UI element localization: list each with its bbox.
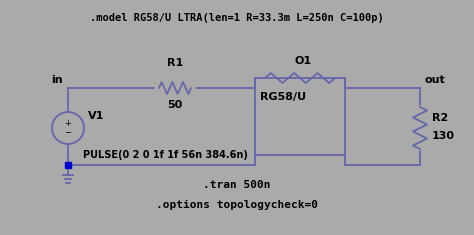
Text: out: out [425,75,446,85]
Text: R2: R2 [432,113,448,123]
Text: 50: 50 [167,100,182,110]
Bar [255,78,345,155]
Text: .tran 500n: .tran 500n [203,180,271,190]
Text: +: + [64,118,72,128]
Text: O1: O1 [295,56,312,66]
Text: in: in [51,75,63,85]
Text: V1: V1 [88,111,104,121]
Text: −: − [64,129,72,137]
Text: PULSE(0 2 0 1f 1f 56n 384.6n): PULSE(0 2 0 1f 1f 56n 384.6n) [83,150,248,160]
Text: R1: R1 [167,58,183,68]
Text: .options topologycheck=0: .options topologycheck=0 [156,200,318,210]
Text: .model RG58/U LTRA(len=1 R=33.3m L=250n C=100p): .model RG58/U LTRA(len=1 R=33.3m L=250n … [90,13,384,23]
Text: 130: 130 [432,131,455,141]
Text: RG58/U: RG58/U [260,92,306,102]
